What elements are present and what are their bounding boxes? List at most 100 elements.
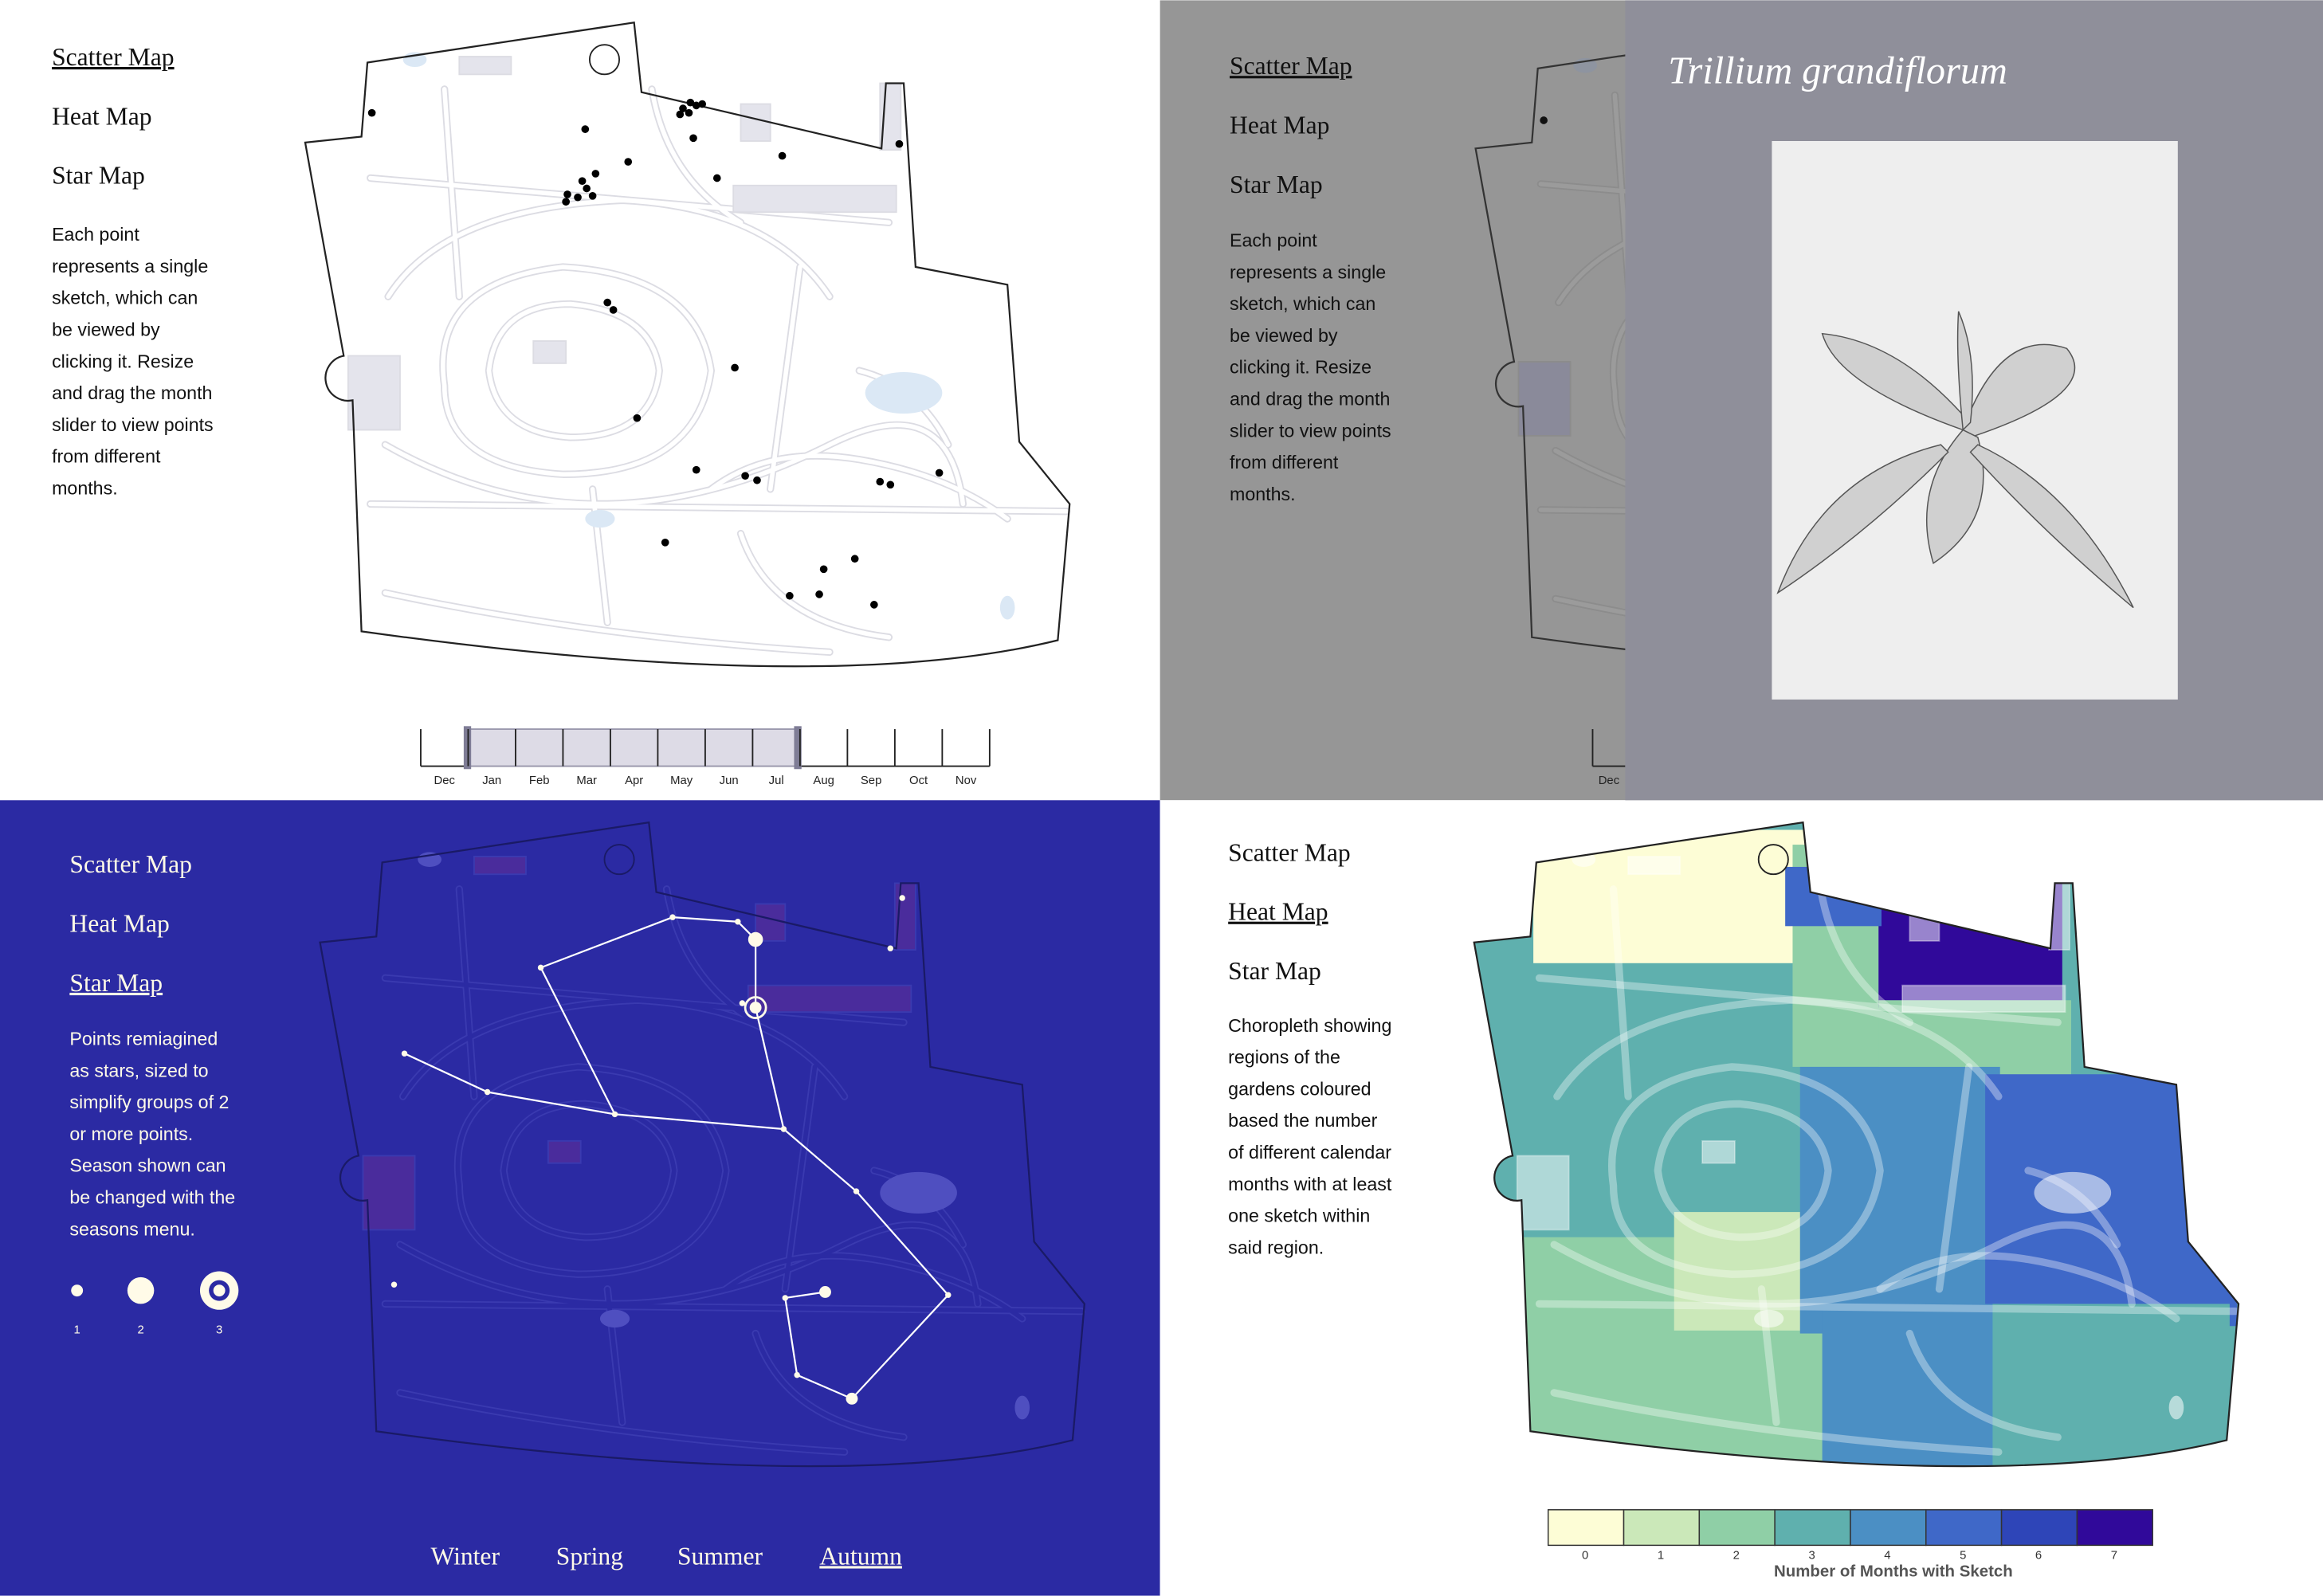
- sketch-point[interactable]: [633, 414, 642, 422]
- sketch-point[interactable]: [741, 472, 749, 480]
- star[interactable]: [887, 945, 894, 951]
- nav-link[interactable]: Star Map: [69, 969, 163, 997]
- nav-link[interactable]: Heat Map: [69, 910, 169, 938]
- slider-handle[interactable]: [794, 726, 802, 770]
- map-path: [1608, 1063, 1884, 1278]
- legend-tick-label: 5: [1960, 1549, 1966, 1562]
- legend-swatch: [1623, 1509, 1701, 1547]
- sketch-point[interactable]: [935, 469, 944, 477]
- nav-link[interactable]: Scatter Map: [1228, 838, 1351, 866]
- sketch-point[interactable]: [661, 538, 669, 547]
- nav-link[interactable]: Star Map: [1228, 957, 1321, 985]
- description-line: Each point: [52, 224, 139, 245]
- star[interactable]: [401, 1050, 408, 1057]
- nav-link[interactable]: Heat Map: [1228, 898, 1328, 926]
- nav-link[interactable]: Star Map: [1230, 171, 1323, 198]
- sketch-point[interactable]: [563, 190, 571, 198]
- star-size-swatch: [127, 1276, 155, 1304]
- sketch-point[interactable]: [819, 565, 828, 574]
- nav-link[interactable]: Scatter Map: [69, 850, 192, 878]
- sketch-point[interactable]: [581, 125, 590, 133]
- sketch-point[interactable]: [676, 110, 685, 119]
- star[interactable]: [899, 895, 905, 901]
- building: [1701, 1139, 1736, 1164]
- sketch-point[interactable]: [603, 298, 612, 307]
- sketch-point[interactable]: [574, 193, 582, 202]
- choropleth-region[interactable]: [1992, 1304, 2230, 1481]
- star[interactable]: [735, 919, 741, 925]
- choropleth-region[interactable]: [1799, 1066, 2000, 1334]
- map-path-inner: [383, 1301, 1084, 1314]
- sketch-point[interactable]: [731, 363, 739, 372]
- legend-swatch: [1925, 1509, 2003, 1547]
- petal: [1969, 444, 2134, 609]
- star[interactable]: [853, 1188, 860, 1194]
- legend-tick-label: 1: [1658, 1549, 1664, 1562]
- star[interactable]: [780, 1126, 787, 1132]
- season-button[interactable]: Autumn: [819, 1542, 902, 1570]
- sketch-point[interactable]: [686, 98, 695, 107]
- sketch-point[interactable]: [712, 174, 721, 182]
- season-button[interactable]: Summer: [677, 1542, 763, 1570]
- description-line: represents a single: [1230, 261, 1386, 282]
- sketch-point[interactable]: [815, 590, 823, 598]
- star[interactable]: [611, 1111, 618, 1118]
- sketch-point[interactable]: [870, 601, 878, 609]
- sketch-point[interactable]: [591, 170, 600, 178]
- building: [747, 984, 912, 1014]
- star[interactable]: [782, 1295, 789, 1301]
- season-button[interactable]: Winter: [431, 1542, 500, 1570]
- sketch-point[interactable]: [778, 151, 787, 160]
- sketch-point[interactable]: [679, 104, 687, 112]
- description-line: from different: [1230, 452, 1339, 473]
- sketch-point[interactable]: [562, 198, 570, 206]
- star[interactable]: [794, 1371, 800, 1378]
- sketch-point[interactable]: [850, 555, 859, 563]
- star[interactable]: [537, 964, 544, 971]
- nav-link[interactable]: Scatter Map: [52, 43, 175, 71]
- sketch-point[interactable]: [685, 108, 693, 117]
- sketch-point[interactable]: [692, 465, 700, 474]
- sketch-point[interactable]: [689, 134, 697, 143]
- sketch-point[interactable]: [753, 476, 761, 484]
- star[interactable]: [945, 1292, 952, 1298]
- sketch-point[interactable]: [698, 100, 707, 108]
- legend-swatch: [1850, 1509, 1927, 1547]
- nav-link[interactable]: Heat Map: [1230, 112, 1329, 139]
- sketch-point[interactable]: [367, 108, 376, 117]
- nav-link[interactable]: Heat Map: [52, 102, 151, 130]
- sketch-point[interactable]: [876, 477, 885, 486]
- nav-link[interactable]: Scatter Map: [1230, 52, 1352, 80]
- sketch-point[interactable]: [1540, 116, 1548, 124]
- star[interactable]: [749, 1002, 762, 1014]
- description-line: one sketch within: [1228, 1206, 1370, 1226]
- month-label: Jan: [482, 774, 501, 787]
- nav-link[interactable]: Star Map: [52, 162, 145, 190]
- star[interactable]: [819, 1286, 831, 1298]
- star[interactable]: [748, 931, 763, 947]
- month-label: Jul: [769, 774, 784, 787]
- sketch-point[interactable]: [588, 191, 597, 200]
- season-button[interactable]: Spring: [556, 1542, 623, 1570]
- sketch-point[interactable]: [886, 480, 895, 489]
- sketch-point[interactable]: [786, 591, 794, 600]
- star[interactable]: [846, 1392, 858, 1405]
- star[interactable]: [669, 914, 676, 920]
- star[interactable]: [390, 1281, 398, 1288]
- star-size-label: 2: [137, 1324, 143, 1337]
- star[interactable]: [739, 1000, 746, 1006]
- legend-tick-label: 6: [2035, 1549, 2042, 1562]
- map-path-inner: [783, 1065, 818, 1292]
- sketch-point[interactable]: [578, 177, 587, 186]
- slider-range[interactable]: [465, 728, 801, 767]
- sketch-point[interactable]: [895, 139, 904, 148]
- star[interactable]: [484, 1088, 491, 1096]
- petal: [1776, 444, 1949, 594]
- description-line: gardens coloured: [1228, 1078, 1371, 1099]
- sketch-point[interactable]: [583, 184, 591, 193]
- map-path-inner: [753, 1331, 906, 1440]
- sketch-point[interactable]: [609, 306, 618, 314]
- sketch-point[interactable]: [624, 158, 633, 166]
- sketch-point[interactable]: [692, 101, 700, 110]
- choropleth-region[interactable]: [1822, 1304, 2000, 1481]
